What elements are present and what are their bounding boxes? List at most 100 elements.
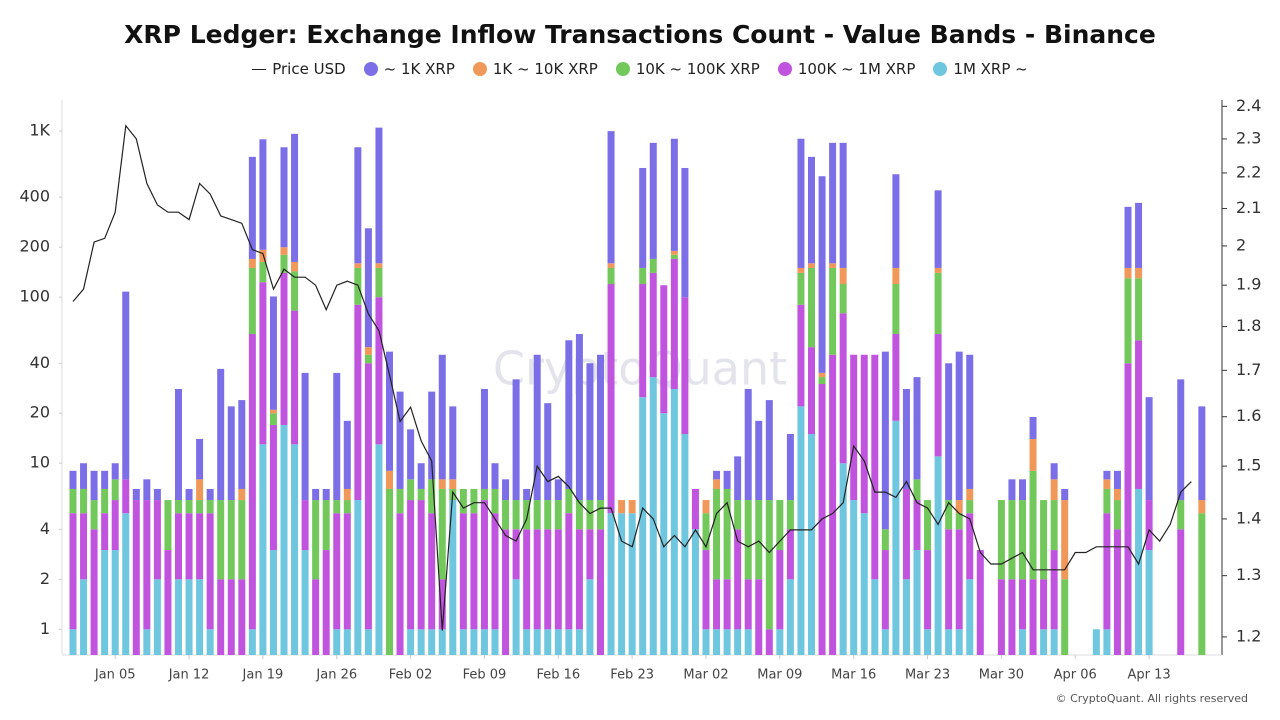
bar-segment [649, 377, 657, 655]
bar-segment [955, 629, 963, 655]
bar-segment [428, 629, 436, 655]
bar-segment [491, 629, 499, 655]
bar-segment [407, 429, 415, 480]
bar-segment [428, 479, 436, 514]
bar-segment [839, 313, 847, 464]
bar-segment [322, 500, 330, 551]
bar-segment [945, 629, 953, 655]
legend-item[interactable]: 1K ~ 10K XRP [472, 60, 598, 78]
bar-segment [618, 500, 626, 514]
legend-label: 10K ~ 100K XRP [635, 60, 760, 78]
bar-segment [902, 388, 910, 489]
bar-segment [934, 267, 942, 273]
bar-segment [1040, 500, 1048, 580]
bar-segment [744, 500, 752, 580]
bar-segment [955, 500, 963, 514]
bar-segment [143, 500, 151, 630]
bar-segment [786, 500, 794, 530]
bar-segment [153, 579, 161, 655]
bar-segment [80, 463, 88, 489]
bar-segment [966, 488, 974, 501]
legend-item[interactable]: 100K ~ 1M XRP [777, 60, 915, 78]
bar-segment [502, 500, 510, 530]
bar-segment [839, 142, 847, 268]
bar-segment [955, 351, 963, 501]
bar-segment [90, 500, 98, 530]
bar-segment [649, 142, 657, 259]
bar-segment [470, 488, 478, 514]
bar-segment [122, 513, 130, 655]
bar-segment [649, 258, 657, 273]
bar-segment [565, 513, 573, 630]
bar-segment [744, 579, 752, 630]
bar-segment [808, 433, 815, 655]
bar-segment [111, 463, 119, 480]
bar-segment [1135, 267, 1143, 279]
bar-segment [185, 579, 193, 655]
bar-segment [343, 500, 351, 514]
bar-segment [839, 284, 847, 314]
legend-item[interactable]: ~ 1K XRP [363, 60, 455, 78]
bar-segment [238, 488, 246, 501]
footer: © CryptoQuant. All rights reserved [1056, 692, 1248, 705]
bar-segment [386, 470, 393, 489]
bar-segment [881, 529, 889, 551]
legend-label: ~ 1K XRP [383, 60, 455, 78]
bar-segment [818, 176, 826, 373]
bar-segment [80, 513, 88, 580]
bar-segment [196, 579, 204, 655]
bar-segment [1124, 206, 1132, 268]
y-tick-label: 400 [19, 187, 50, 206]
bar-segment [1198, 513, 1206, 655]
bar-segment [386, 488, 393, 655]
bar-segment [544, 500, 552, 530]
legend-item[interactable]: 10K ~ 100K XRP [615, 60, 760, 78]
x-tick-label: Feb 02 [389, 668, 433, 683]
bar-segment [670, 254, 678, 259]
bar-segment [291, 310, 299, 445]
bar-segment [829, 263, 837, 268]
bar-segment [1113, 500, 1121, 530]
bar-segment [80, 579, 88, 655]
y-tick-label: 1K [29, 121, 50, 140]
bar-segment [238, 400, 246, 489]
bar-segment [301, 372, 309, 501]
bar-segment [301, 550, 309, 655]
bar-segment [1092, 629, 1100, 655]
bar-segment [291, 133, 299, 262]
bar-segment [69, 470, 77, 489]
bar-segment [786, 579, 794, 655]
bar-segment [565, 629, 573, 655]
bar-segment [924, 629, 932, 655]
bar-segment [1103, 470, 1111, 480]
bar-segment [459, 513, 467, 630]
bar-segment [670, 250, 678, 255]
chart-title: XRP Ledger: Exchange Inflow Transactions… [124, 20, 1156, 49]
bar-segment [860, 354, 868, 514]
bar-segment [259, 139, 267, 250]
bar-segment [892, 420, 900, 655]
bar-segment [1135, 488, 1143, 655]
bar-segment [185, 488, 193, 501]
bar-segment [449, 500, 457, 655]
y2-tick-label: 1.9 [1236, 275, 1261, 294]
bar-segment [491, 463, 499, 489]
bar-segment [934, 334, 942, 457]
bar-segment [1113, 488, 1121, 501]
bar-segment [132, 488, 140, 501]
bar-segment [459, 629, 467, 655]
y-tick-label: 20 [30, 403, 50, 422]
legend-item[interactable]: 1M XRP ~ [933, 60, 1028, 78]
bar-segment [966, 500, 974, 514]
y2-tick-label: 2.1 [1236, 198, 1261, 217]
bar-segment [744, 629, 752, 655]
y2-tick-label: 1.8 [1236, 316, 1261, 335]
bar-segment [449, 479, 457, 489]
bar-segment [69, 488, 77, 514]
bar-segment [1145, 500, 1153, 551]
bar-segment [1124, 363, 1132, 655]
legend-item[interactable]: Price USD [252, 60, 346, 78]
bar-segment [196, 438, 204, 480]
bar-segment [480, 500, 488, 630]
